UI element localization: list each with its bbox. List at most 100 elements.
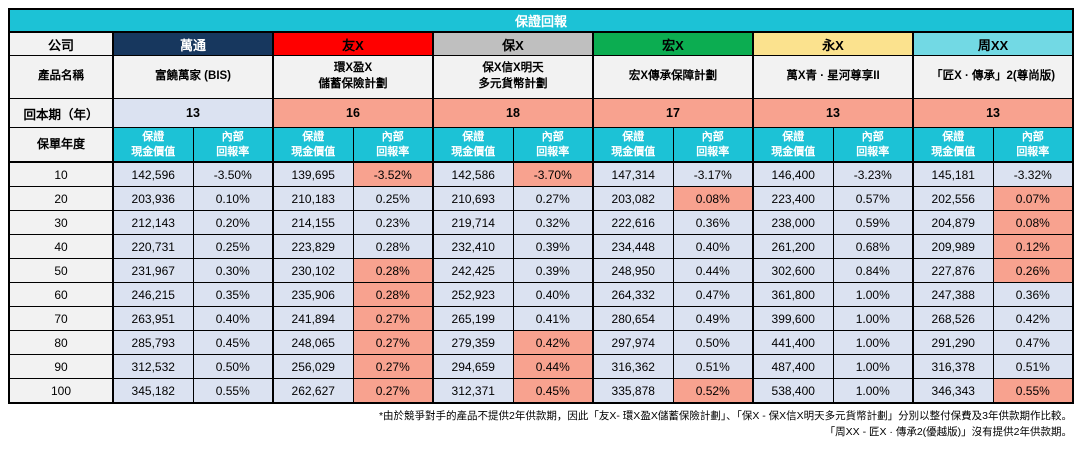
- cash-value-cell: 291,290: [912, 330, 994, 355]
- table-row: 10 142,596 -3.50% 139,695 -3.52% 142,586 -3.70…: [8, 161, 1074, 187]
- cash-value-cell: 361,800: [752, 282, 834, 307]
- irr-cell: -3.23%: [832, 161, 914, 187]
- subheader-irr-6: 內部 回報率: [992, 127, 1074, 163]
- table-row: 80 285,793 0.45% 248,065 0.27% 279,359 0.42% 29…: [8, 330, 1074, 355]
- irr-cell: -3.70%: [512, 161, 594, 187]
- policy-year-cell: 50: [8, 258, 114, 283]
- product-row: 產品名稱 富饒萬家 (BIS) 環X盈X 儲蓄保險計劃 保X信X明天 多元貨幣計劃 宏X傳…: [8, 55, 1074, 99]
- cash-value-cell: 238,000: [752, 210, 834, 235]
- irr-cell: 0.28%: [352, 282, 434, 307]
- irr-cell: 0.84%: [832, 258, 914, 283]
- company-header-2: 友X: [272, 31, 434, 56]
- cash-value-cell: 268,526: [912, 306, 994, 331]
- irr-cell: 0.51%: [672, 354, 754, 379]
- cash-value-cell: 203,082: [592, 186, 674, 211]
- table-row: 50 231,967 0.30% 230,102 0.28% 242,425 0.39% 24…: [8, 258, 1074, 283]
- irr-cell: -3.32%: [992, 161, 1074, 187]
- irr-cell: 0.44%: [672, 258, 754, 283]
- cash-value-cell: 223,400: [752, 186, 834, 211]
- cash-value-cell: 441,400: [752, 330, 834, 355]
- cash-value-cell: 235,906: [272, 282, 354, 307]
- subheader-cash-value-2: 保證 現金價值: [272, 127, 354, 163]
- cash-value-cell: 139,695: [272, 161, 354, 187]
- irr-cell: 0.47%: [672, 282, 754, 307]
- cash-value-cell: 248,950: [592, 258, 674, 283]
- irr-cell: 0.45%: [512, 378, 594, 404]
- cash-value-cell: 294,659: [432, 354, 514, 379]
- cash-value-cell: 212,143: [112, 210, 194, 235]
- irr-cell: 0.45%: [192, 330, 274, 355]
- table-row: 30 212,143 0.20% 214,155 0.23% 219,714 0.32% 22…: [8, 210, 1074, 235]
- policy-year-cell: 90: [8, 354, 114, 379]
- irr-cell: 0.28%: [352, 258, 434, 283]
- cash-value-cell: 487,400: [752, 354, 834, 379]
- cash-value-cell: 280,654: [592, 306, 674, 331]
- irr-cell: 0.36%: [672, 210, 754, 235]
- cash-value-cell: 261,200: [752, 234, 834, 259]
- irr-cell: 1.00%: [832, 354, 914, 379]
- subheader-row: 保單年度 保證 現金價值 內部 回報率 保證 現金價值 內部 回報率 保證 現金價值 內部 回報率 保證…: [8, 127, 1074, 163]
- cash-value-cell: 247,388: [912, 282, 994, 307]
- cash-value-cell: 227,876: [912, 258, 994, 283]
- company-row: 公司 萬通 友X 保X 宏X 永X 周XX: [8, 31, 1074, 56]
- irr-cell: 0.42%: [992, 306, 1074, 331]
- irr-cell: 1.00%: [832, 282, 914, 307]
- cash-value-cell: 265,199: [432, 306, 514, 331]
- cash-value-cell: 230,102: [272, 258, 354, 283]
- cash-value-cell: 335,878: [592, 378, 674, 404]
- cash-value-cell: 219,714: [432, 210, 514, 235]
- irr-cell: 0.55%: [192, 378, 274, 404]
- cash-value-cell: 210,183: [272, 186, 354, 211]
- cash-value-cell: 262,627: [272, 378, 354, 404]
- cash-value-cell: 248,065: [272, 330, 354, 355]
- cash-value-cell: 232,410: [432, 234, 514, 259]
- cash-value-cell: 203,936: [112, 186, 194, 211]
- product-name-2: 環X盈X 儲蓄保險計劃: [272, 55, 434, 99]
- policy-year-cell: 40: [8, 234, 114, 259]
- company-header-4: 宏X: [592, 31, 754, 56]
- company-header-1: 萬通: [112, 31, 274, 56]
- irr-cell: -3.17%: [672, 161, 754, 187]
- irr-cell: 0.12%: [992, 234, 1074, 259]
- irr-cell: 0.50%: [192, 354, 274, 379]
- irr-cell: 0.23%: [352, 210, 434, 235]
- subheader-irr-4: 內部 回報率: [672, 127, 754, 163]
- irr-cell: 0.30%: [192, 258, 274, 283]
- irr-cell: 0.36%: [992, 282, 1074, 307]
- irr-cell: 0.27%: [352, 354, 434, 379]
- table-row: 60 246,215 0.35% 235,906 0.28% 252,923 0.40% 26…: [8, 282, 1074, 307]
- subheader-cash-value-5: 保證 現金價值: [752, 127, 834, 163]
- irr-cell: 0.41%: [512, 306, 594, 331]
- irr-cell: 1.00%: [832, 306, 914, 331]
- irr-cell: 0.08%: [992, 210, 1074, 235]
- cash-value-cell: 142,586: [432, 161, 514, 187]
- irr-cell: 0.51%: [992, 354, 1074, 379]
- irr-cell: 0.32%: [512, 210, 594, 235]
- subheader-cash-value-1: 保證 現金價值: [112, 127, 194, 163]
- cash-value-cell: 256,029: [272, 354, 354, 379]
- company-header-3: 保X: [432, 31, 594, 56]
- cash-value-cell: 345,182: [112, 378, 194, 404]
- company-header-5: 永X: [752, 31, 914, 56]
- table-row: 90 312,532 0.50% 256,029 0.27% 294,659 0.44% 31…: [8, 354, 1074, 379]
- irr-cell: 0.42%: [512, 330, 594, 355]
- payback-row: 回本期（年） 13 16 18 17 13 13: [8, 98, 1074, 128]
- irr-cell: 0.07%: [992, 186, 1074, 211]
- irr-cell: 0.28%: [352, 234, 434, 259]
- cash-value-cell: 302,600: [752, 258, 834, 283]
- irr-cell: 0.26%: [992, 258, 1074, 283]
- cash-value-cell: 209,989: [912, 234, 994, 259]
- cash-value-cell: 316,362: [592, 354, 674, 379]
- cash-value-cell: 241,894: [272, 306, 354, 331]
- cash-value-cell: 146,400: [752, 161, 834, 187]
- cash-value-cell: 220,731: [112, 234, 194, 259]
- irr-cell: 0.40%: [192, 306, 274, 331]
- irr-cell: 0.27%: [352, 306, 434, 331]
- cash-value-cell: 246,215: [112, 282, 194, 307]
- policy-year-cell: 10: [8, 161, 114, 187]
- irr-cell: 0.25%: [352, 186, 434, 211]
- irr-cell: 1.00%: [832, 378, 914, 404]
- guaranteed-returns-table: 保證回報 公司 萬通 友X 保X 宏X 永X 周XX 產品名稱 富饒萬家 (BIS) 環X盈…: [8, 8, 1075, 404]
- product-name-1: 富饒萬家 (BIS): [112, 55, 274, 99]
- cash-value-cell: 242,425: [432, 258, 514, 283]
